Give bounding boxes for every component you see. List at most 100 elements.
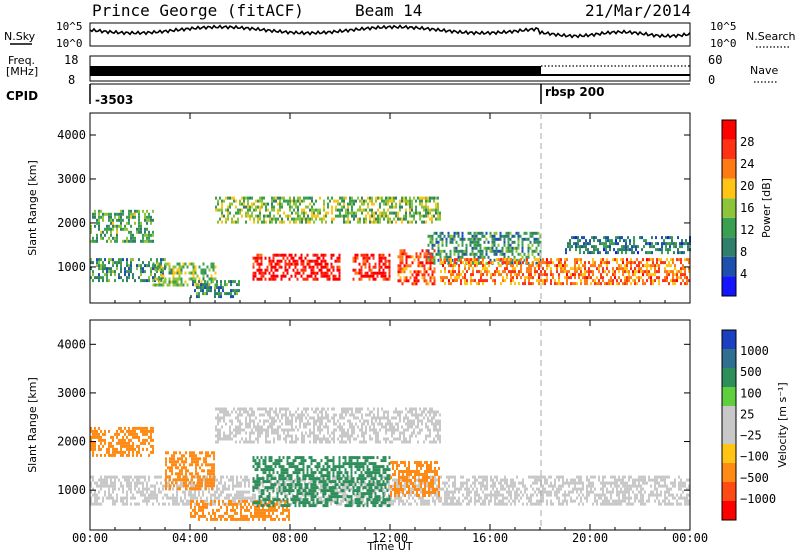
power-cell (200, 271, 203, 275)
power-cell (375, 199, 377, 203)
velocity-cell (116, 496, 118, 500)
velocity-cell (178, 484, 180, 488)
power-cell (150, 233, 152, 237)
power-cell (289, 202, 291, 206)
power-cell (407, 264, 410, 268)
power-cell (686, 279, 688, 283)
power-cell (626, 261, 628, 265)
velocity-cell (504, 481, 506, 485)
velocity-cell (498, 502, 500, 506)
power-cell (580, 282, 582, 286)
velocity-cell (390, 502, 392, 506)
power-cell (623, 239, 625, 243)
velocity-cell (232, 481, 234, 485)
velocity-cell (628, 493, 630, 497)
power-cell (593, 239, 595, 243)
power-cell (500, 273, 502, 277)
power-cell (256, 277, 259, 281)
power-cell (628, 273, 630, 277)
power-cell (174, 283, 177, 287)
velocity-cell (148, 475, 150, 479)
power-cell (646, 258, 648, 262)
velocity-cell (554, 493, 556, 497)
power-cell (313, 202, 315, 206)
power-cell (638, 270, 640, 274)
velocity-cell (195, 457, 197, 461)
power-cell (208, 268, 211, 272)
power-cell (264, 271, 267, 275)
velocity-cell (264, 514, 266, 518)
power-cell (335, 214, 337, 218)
power-cell (204, 268, 207, 272)
power-cell (230, 292, 232, 296)
velocity-cell (220, 478, 222, 482)
power-cell (227, 196, 229, 200)
power-cell (362, 253, 365, 257)
power-cell (236, 289, 238, 293)
power-cell (339, 214, 341, 218)
power-cell (452, 264, 454, 268)
power-cell (120, 267, 122, 271)
power-cell (393, 205, 395, 209)
power-cell (413, 279, 416, 283)
power-cell (323, 202, 325, 206)
power-cell (637, 251, 639, 255)
velocity-cell (136, 444, 138, 448)
power-cell (144, 230, 146, 234)
velocity-cell (209, 469, 211, 473)
power-cell (331, 220, 333, 224)
power-cell (104, 227, 106, 231)
velocity-cell (618, 484, 620, 488)
power-cell (391, 199, 393, 203)
velocity-cell (398, 496, 400, 500)
velocity-cell (630, 484, 632, 488)
power-cell (564, 267, 566, 271)
velocity-cell (171, 472, 173, 476)
power-cell (287, 202, 289, 206)
nsky-label: N.Sky (4, 30, 36, 43)
power-cell (192, 277, 195, 281)
power-cell (110, 273, 112, 277)
velocity-cell (650, 493, 652, 497)
power-cell (338, 268, 341, 272)
velocity-cell (516, 487, 518, 491)
power-cell (605, 239, 607, 243)
power-cell (685, 239, 687, 243)
velocity-cell (286, 505, 288, 509)
velocity-cell (268, 505, 270, 509)
power-cell (489, 249, 492, 253)
velocity-cell (442, 487, 444, 491)
power-cell (491, 246, 494, 250)
power-cell (446, 276, 448, 280)
power-cell (238, 283, 240, 287)
power-cell (491, 234, 494, 238)
velocity-cell (226, 493, 228, 497)
power-cell (614, 273, 616, 277)
velocity-cell (182, 490, 184, 494)
power-cell (126, 276, 128, 280)
power-cell (511, 252, 514, 256)
power-cell (566, 279, 568, 283)
power-cell (239, 208, 241, 212)
power-cell (378, 271, 381, 275)
power-cell (621, 236, 623, 240)
power-cell (353, 202, 355, 206)
power-cell (118, 218, 120, 222)
power-cell (94, 224, 96, 228)
velocity-cell (252, 514, 254, 518)
power-cell (401, 217, 403, 221)
power-cell (609, 239, 611, 243)
velocity-cell (174, 502, 176, 506)
velocity-cell (666, 475, 668, 479)
power-cell (425, 205, 427, 209)
velocity-cell (92, 487, 94, 491)
velocity-cell (556, 493, 558, 497)
velocity-cell (208, 502, 210, 506)
power-cell (473, 255, 476, 259)
velocity-cell (108, 441, 110, 445)
power-cell (669, 248, 671, 252)
power-cell (370, 268, 373, 272)
power-cell (288, 253, 291, 257)
velocity-cell (203, 457, 205, 461)
velocity-cell (318, 487, 320, 491)
